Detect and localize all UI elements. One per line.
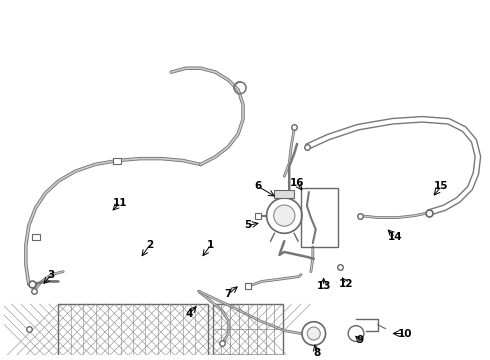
Circle shape [302,322,325,345]
Text: 14: 14 [388,232,403,242]
Text: 2: 2 [146,240,153,250]
Bar [213,304,283,360]
Text: 8: 8 [313,348,320,358]
Text: 7: 7 [224,289,232,299]
Text: 4: 4 [185,309,193,319]
Text: 15: 15 [434,181,449,191]
Circle shape [348,326,364,341]
Circle shape [307,327,320,340]
Bar [274,190,294,198]
Text: 11: 11 [113,198,127,208]
Text: 16: 16 [290,178,304,188]
Text: 1: 1 [207,240,214,250]
Text: 6: 6 [254,181,261,191]
Text: 5: 5 [245,220,251,230]
Bar [32,234,40,240]
Text: 10: 10 [398,329,413,338]
Circle shape [267,198,302,233]
Bar [113,158,121,163]
Text: 9: 9 [356,336,364,345]
Bar [301,188,339,247]
Text: 3: 3 [48,270,55,280]
Text: 13: 13 [317,282,331,291]
Text: 12: 12 [339,279,353,289]
Bar [58,304,208,360]
Circle shape [274,205,295,226]
